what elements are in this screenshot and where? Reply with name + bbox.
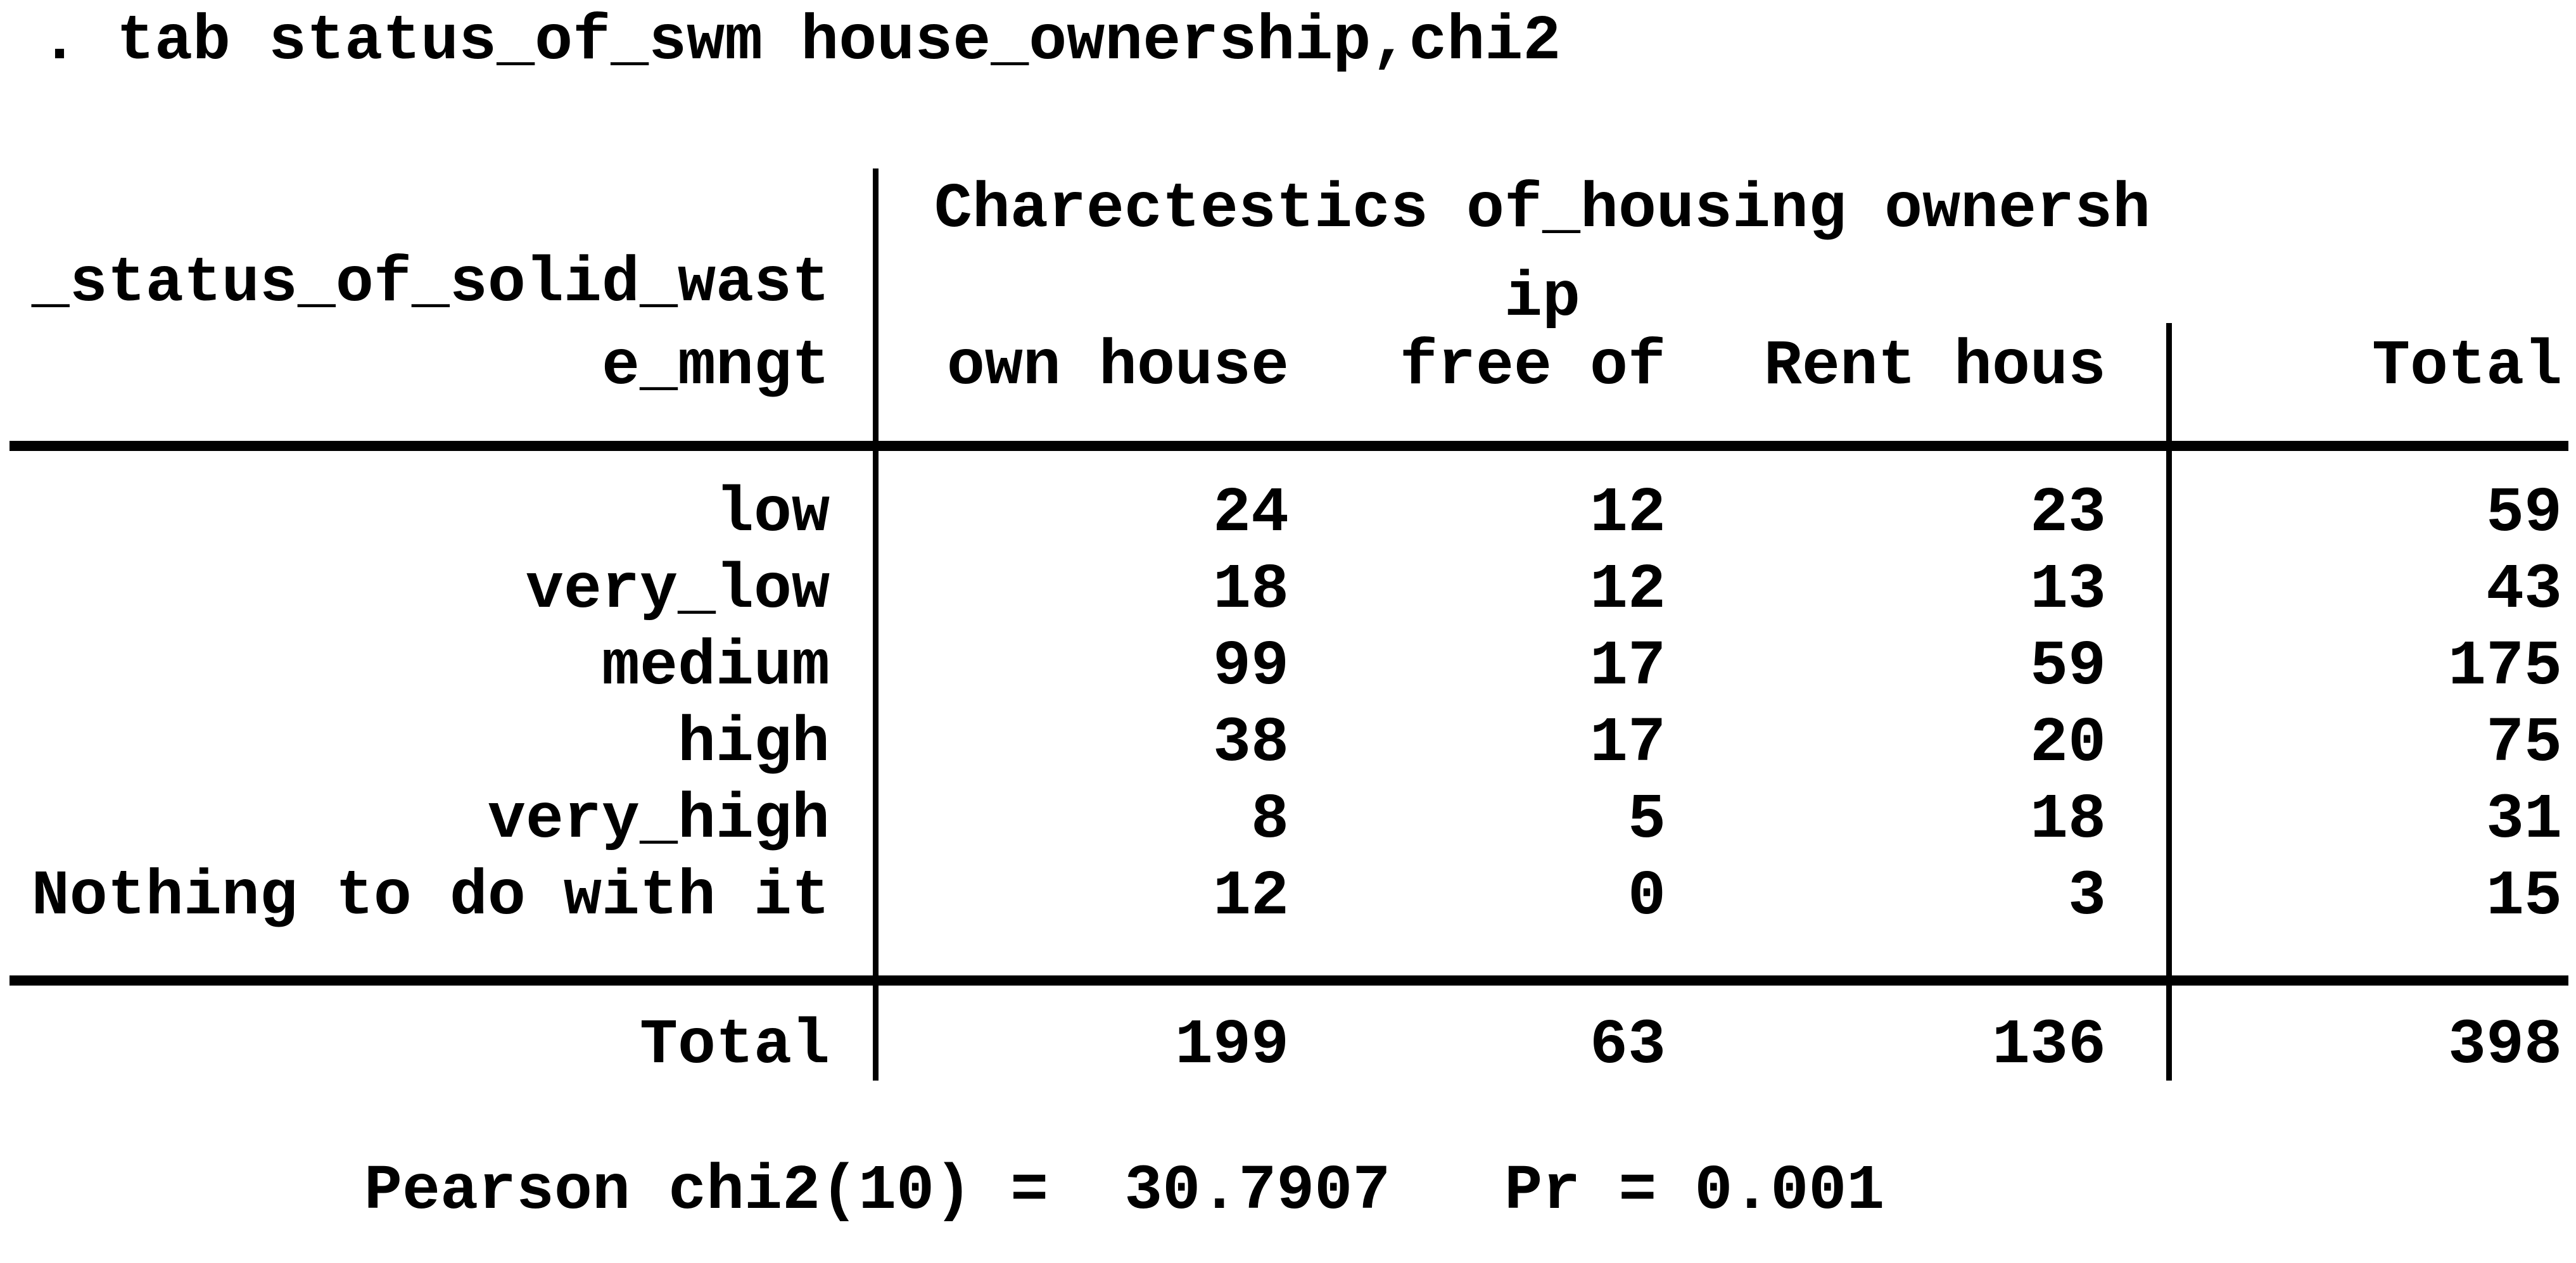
- cell: 38: [1212, 708, 1289, 780]
- cell: 18: [1212, 555, 1289, 626]
- col-header-total: Total: [2371, 331, 2562, 403]
- chi2-result-line: Pearson chi2(10) = 30.7907 Pr = 0.001: [364, 1156, 1885, 1228]
- row-var-header-line2: e_mngt: [601, 331, 830, 403]
- cell: 17: [1589, 632, 1666, 703]
- row-label: very_low: [525, 555, 830, 626]
- row-total-cell: 15: [2485, 861, 2562, 933]
- row-total-cell: 31: [2485, 785, 2562, 856]
- header-separator-rule: [10, 441, 2568, 451]
- grand-total-cell: 398: [2447, 1010, 2562, 1082]
- cell: 17: [1589, 708, 1666, 780]
- total-separator-rule: [10, 975, 2568, 986]
- cell: 12: [1589, 478, 1666, 550]
- cell: 59: [2029, 632, 2106, 703]
- row-label: low: [715, 478, 830, 550]
- cell: 18: [2029, 785, 2106, 856]
- row-total-cell: 75: [2485, 708, 2562, 780]
- cell: 12: [1589, 555, 1666, 626]
- command-line: . tab status_of_swm house_ownership,chi2: [41, 6, 1561, 78]
- row-var-header-line1: _status_of_solid_wast: [31, 248, 830, 320]
- cell: 8: [1250, 785, 1289, 856]
- total-cell: 63: [1589, 1010, 1666, 1082]
- row-total-cell: 43: [2485, 555, 2562, 626]
- col-header-free-of: free of: [1399, 331, 1666, 403]
- row-label: very_high: [487, 785, 830, 856]
- cell: 20: [2029, 708, 2106, 780]
- cell: 23: [2029, 478, 2106, 550]
- col-group-header-line2: ip: [1504, 263, 1581, 334]
- total-row-label: Total: [639, 1010, 830, 1082]
- row-label-column-divider: [873, 168, 879, 1081]
- cell: 3: [2067, 861, 2106, 933]
- col-header-rent-hous: Rent hous: [1763, 331, 2106, 403]
- row-total-cell: 59: [2485, 478, 2562, 550]
- row-total-cell: 175: [2447, 632, 2562, 703]
- col-group-header-line1: Charectestics of_housing ownersh: [934, 174, 2151, 246]
- col-header-own-house: own house: [946, 331, 1289, 403]
- cell: 5: [1627, 785, 1666, 856]
- cell: 13: [2029, 555, 2106, 626]
- cell: 12: [1212, 861, 1289, 933]
- cell: 24: [1212, 478, 1289, 550]
- cell: 99: [1212, 632, 1289, 703]
- total-cell: 136: [1991, 1010, 2106, 1082]
- row-label: high: [677, 708, 830, 780]
- total-column-divider: [2166, 323, 2172, 1081]
- row-label: medium: [601, 632, 830, 703]
- total-cell: 199: [1174, 1010, 1289, 1082]
- row-label: Nothing to do with it: [31, 861, 830, 933]
- cell: 0: [1627, 861, 1666, 933]
